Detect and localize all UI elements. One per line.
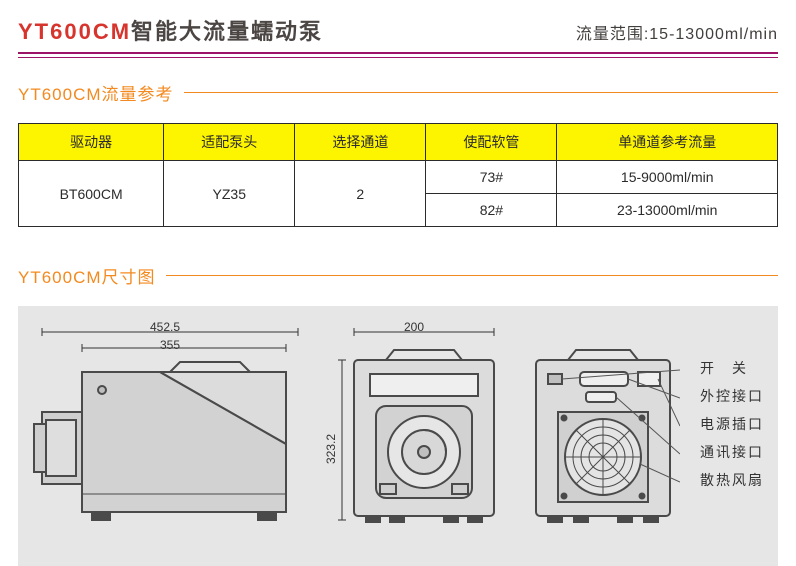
legend-ext-ctrl: 外控接口 bbox=[700, 382, 764, 410]
flow-range: 流量范围:15-13000ml/min bbox=[576, 20, 778, 44]
side-view: 452.5 355 bbox=[30, 324, 310, 534]
section1-title-text: YT600CM流量参考 bbox=[18, 80, 174, 105]
rear-view bbox=[530, 324, 680, 534]
dimension-diagram-box: 452.5 355 bbox=[18, 306, 778, 566]
th-channels: 选择通道 bbox=[295, 124, 426, 161]
legend-fan: 散热风扇 bbox=[700, 466, 764, 494]
section2-title: YT600CM尺寸图 bbox=[18, 263, 778, 288]
section1-title: YT600CM流量参考 bbox=[18, 80, 778, 105]
model-code: YT600CM bbox=[18, 19, 131, 44]
th-driver: 驱动器 bbox=[19, 124, 164, 161]
flow-range-label: 流量范围: bbox=[576, 26, 649, 43]
th-flow: 单通道参考流量 bbox=[557, 124, 778, 161]
front-view: 200 323.2 bbox=[330, 324, 510, 534]
cell-tube: 82# bbox=[426, 194, 557, 227]
dim-height: 323.2 bbox=[324, 434, 338, 464]
section2-title-text: YT600CM尺寸图 bbox=[18, 263, 156, 288]
front-view-svg bbox=[330, 324, 510, 534]
header-rule bbox=[18, 52, 778, 58]
section1-title-line bbox=[184, 92, 778, 93]
model-desc: 智能大流量蠕动泵 bbox=[131, 19, 323, 44]
legend-comm: 通讯接口 bbox=[700, 438, 764, 466]
cell-tube: 73# bbox=[426, 161, 557, 194]
side-view-svg bbox=[30, 324, 310, 534]
spec-table: 驱动器 适配泵头 选择通道 使配软管 单通道参考流量 BT600CM YZ35 … bbox=[18, 123, 778, 227]
dim-body-width: 355 bbox=[160, 338, 180, 352]
cell-flow: 23-13000ml/min bbox=[557, 194, 778, 227]
table-header-row: 驱动器 适配泵头 选择通道 使配软管 单通道参考流量 bbox=[19, 124, 778, 161]
cell-driver: BT600CM bbox=[19, 161, 164, 227]
cell-flow: 15-9000ml/min bbox=[557, 161, 778, 194]
th-pump-head: 适配泵头 bbox=[164, 124, 295, 161]
dim-front-width: 200 bbox=[404, 320, 424, 334]
dim-overall-width: 452.5 bbox=[150, 320, 180, 334]
legend-power: 电源插口 bbox=[700, 410, 764, 438]
section2-title-line bbox=[166, 275, 778, 276]
rear-legend: 开 关 外控接口 电源插口 通讯接口 散热风扇 bbox=[700, 324, 764, 494]
th-tube: 使配软管 bbox=[426, 124, 557, 161]
legend-switch: 开 关 bbox=[700, 354, 764, 382]
page-title: YT600CM智能大流量蠕动泵 bbox=[18, 14, 323, 46]
page-header: YT600CM智能大流量蠕动泵 流量范围:15-13000ml/min bbox=[18, 14, 778, 46]
flow-range-value: 15-13000ml/min bbox=[649, 26, 778, 43]
cell-pump-head: YZ35 bbox=[164, 161, 295, 227]
cell-channels: 2 bbox=[295, 161, 426, 227]
table-row: BT600CM YZ35 2 73# 15-9000ml/min bbox=[19, 161, 778, 194]
rear-view-svg bbox=[530, 324, 680, 534]
